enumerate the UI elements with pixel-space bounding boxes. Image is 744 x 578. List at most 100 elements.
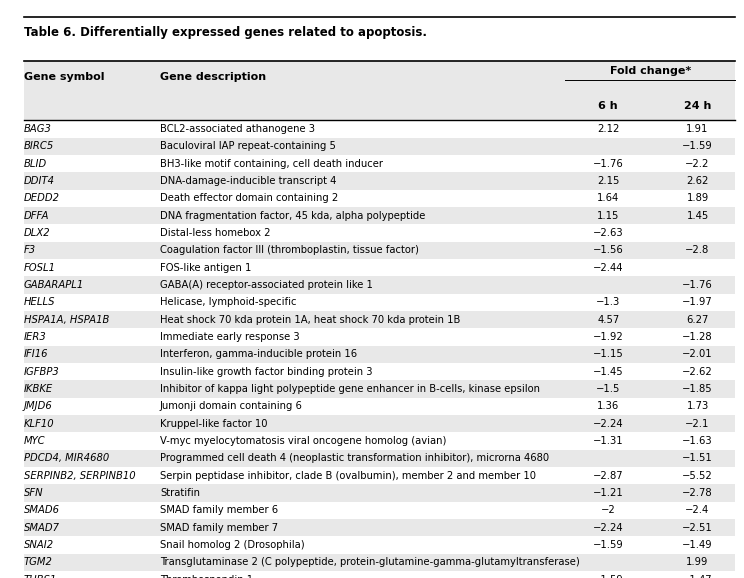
- Text: −1.45: −1.45: [593, 366, 623, 377]
- Text: −2.8: −2.8: [685, 245, 710, 255]
- Text: IER3: IER3: [24, 332, 47, 342]
- Text: −1.85: −1.85: [682, 384, 713, 394]
- Bar: [24, 467, 735, 484]
- Text: −1.31: −1.31: [593, 436, 623, 446]
- Text: GABA(A) receptor-associated protein like 1: GABA(A) receptor-associated protein like…: [160, 280, 373, 290]
- Text: 6.27: 6.27: [686, 314, 709, 325]
- Text: 2.62: 2.62: [686, 176, 709, 186]
- Text: THBS1: THBS1: [24, 575, 57, 578]
- Bar: [24, 138, 735, 155]
- Text: MYC: MYC: [24, 436, 45, 446]
- Text: −2: −2: [601, 505, 615, 516]
- Bar: [24, 363, 735, 380]
- Bar: [24, 450, 735, 467]
- Text: SFN: SFN: [24, 488, 43, 498]
- Text: IGFBP3: IGFBP3: [24, 366, 60, 377]
- Bar: [24, 294, 735, 311]
- Text: −1.15: −1.15: [593, 349, 623, 360]
- Text: SMAD7: SMAD7: [24, 523, 60, 533]
- Text: −1.28: −1.28: [682, 332, 713, 342]
- Text: 1.15: 1.15: [597, 210, 620, 221]
- Text: −1.56: −1.56: [593, 245, 623, 255]
- Text: Baculoviral IAP repeat-containing 5: Baculoviral IAP repeat-containing 5: [160, 141, 336, 151]
- Text: −5.52: −5.52: [682, 470, 713, 481]
- Text: 2.15: 2.15: [597, 176, 620, 186]
- Text: FOS-like antigen 1: FOS-like antigen 1: [160, 262, 251, 273]
- Text: −2.51: −2.51: [682, 523, 713, 533]
- Text: Thrombospondin 1: Thrombospondin 1: [160, 575, 253, 578]
- Text: −1.92: −1.92: [593, 332, 623, 342]
- Bar: [24, 61, 735, 92]
- Text: DFFA: DFFA: [24, 210, 49, 221]
- Text: Gene description: Gene description: [160, 72, 266, 81]
- Bar: [24, 554, 735, 571]
- Text: 1.45: 1.45: [687, 210, 708, 221]
- Text: −2.2: −2.2: [685, 158, 710, 169]
- Text: Heat shock 70 kda protein 1A, heat shock 70 kda protein 1B: Heat shock 70 kda protein 1A, heat shock…: [160, 314, 461, 325]
- Text: −1.5: −1.5: [596, 384, 620, 394]
- Text: −2.01: −2.01: [682, 349, 713, 360]
- Bar: [24, 224, 735, 242]
- Text: −2.87: −2.87: [593, 470, 623, 481]
- Text: Kruppel-like factor 10: Kruppel-like factor 10: [160, 418, 267, 429]
- Text: JMJD6: JMJD6: [24, 401, 53, 412]
- Text: −1.47: −1.47: [682, 575, 713, 578]
- Text: −1.21: −1.21: [593, 488, 623, 498]
- Text: −2.78: −2.78: [682, 488, 713, 498]
- Text: SMAD family member 6: SMAD family member 6: [160, 505, 278, 516]
- Bar: [24, 311, 735, 328]
- Text: SMAD6: SMAD6: [24, 505, 60, 516]
- Text: 1.99: 1.99: [686, 557, 709, 568]
- Text: 1.73: 1.73: [687, 401, 708, 412]
- Bar: [24, 190, 735, 207]
- Text: −1.59: −1.59: [593, 575, 623, 578]
- Text: −2.24: −2.24: [593, 418, 623, 429]
- Text: 4.57: 4.57: [597, 314, 619, 325]
- Text: −1.76: −1.76: [593, 158, 623, 169]
- Text: −1.63: −1.63: [682, 436, 713, 446]
- Text: Insulin-like growth factor binding protein 3: Insulin-like growth factor binding prote…: [160, 366, 373, 377]
- Bar: [24, 120, 735, 138]
- Text: Serpin peptidase inhibitor, clade B (ovalbumin), member 2 and member 10: Serpin peptidase inhibitor, clade B (ova…: [160, 470, 536, 481]
- Text: SNAI2: SNAI2: [24, 540, 54, 550]
- Text: −1.49: −1.49: [682, 540, 713, 550]
- Bar: [24, 415, 735, 432]
- Text: Jumonji domain containing 6: Jumonji domain containing 6: [160, 401, 303, 412]
- Bar: [24, 536, 735, 554]
- Text: Death effector domain containing 2: Death effector domain containing 2: [160, 193, 339, 203]
- Text: Coagulation factor III (thromboplastin, tissue factor): Coagulation factor III (thromboplastin, …: [160, 245, 419, 255]
- Text: DDIT4: DDIT4: [24, 176, 55, 186]
- Text: DNA-damage-inducible transcript 4: DNA-damage-inducible transcript 4: [160, 176, 336, 186]
- Text: 1.91: 1.91: [686, 124, 709, 134]
- Text: BH3-like motif containing, cell death inducer: BH3-like motif containing, cell death in…: [160, 158, 383, 169]
- Bar: [24, 502, 735, 519]
- Text: Programmed cell death 4 (neoplastic transformation inhibitor), microrna 4680: Programmed cell death 4 (neoplastic tran…: [160, 453, 549, 464]
- Bar: [24, 432, 735, 450]
- Bar: [24, 172, 735, 190]
- Bar: [24, 346, 735, 363]
- Text: V-myc myelocytomatosis viral oncogene homolog (avian): V-myc myelocytomatosis viral oncogene ho…: [160, 436, 446, 446]
- Text: PDCD4, MIR4680: PDCD4, MIR4680: [24, 453, 109, 464]
- Text: BLID: BLID: [24, 158, 47, 169]
- Text: Gene symbol: Gene symbol: [24, 72, 104, 81]
- Text: BIRC5: BIRC5: [24, 141, 54, 151]
- Text: −2.4: −2.4: [685, 505, 710, 516]
- Text: SMAD family member 7: SMAD family member 7: [160, 523, 278, 533]
- Bar: [24, 398, 735, 415]
- Text: Stratifin: Stratifin: [160, 488, 200, 498]
- Text: −2.63: −2.63: [593, 228, 623, 238]
- Bar: [24, 155, 735, 172]
- Text: −1.59: −1.59: [593, 540, 623, 550]
- Text: Snail homolog 2 (Drosophila): Snail homolog 2 (Drosophila): [160, 540, 304, 550]
- Text: IFI16: IFI16: [24, 349, 48, 360]
- Text: 2.12: 2.12: [597, 124, 620, 134]
- Text: IKBKE: IKBKE: [24, 384, 53, 394]
- Text: 1.89: 1.89: [687, 193, 708, 203]
- Text: DLX2: DLX2: [24, 228, 51, 238]
- Bar: [24, 259, 735, 276]
- Text: −1.76: −1.76: [682, 280, 713, 290]
- Text: HSPA1A, HSPA1B: HSPA1A, HSPA1B: [24, 314, 109, 325]
- Text: HELLS: HELLS: [24, 297, 55, 307]
- Text: −1.51: −1.51: [682, 453, 713, 464]
- Text: SERPINB2, SERPINB10: SERPINB2, SERPINB10: [24, 470, 135, 481]
